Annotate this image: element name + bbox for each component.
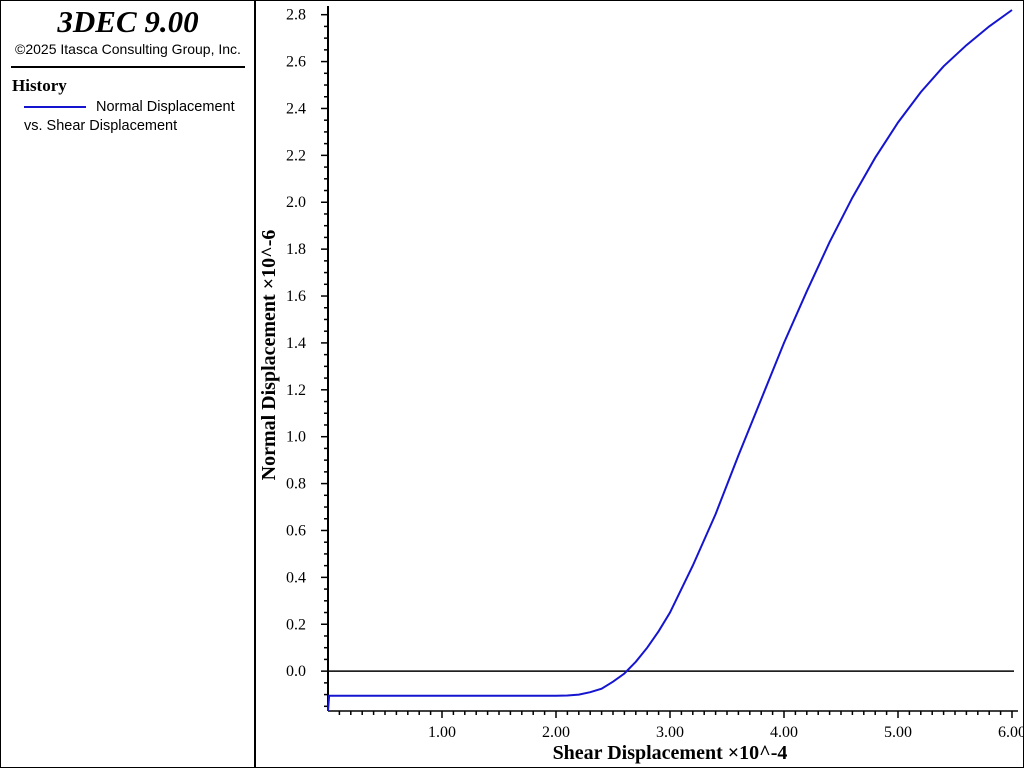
series-line	[327, 9, 1013, 712]
y-tick-label: 2.2	[286, 147, 306, 164]
y-tick-label: 1.4	[286, 335, 306, 352]
y-tick-label: 0.2	[286, 616, 306, 633]
legend-entry-label-line1: Normal Displacement	[96, 99, 235, 115]
legend-entry-label-line2: vs. Shear Displacement	[24, 118, 178, 134]
x-tick-label: 1.00	[428, 724, 456, 741]
y-tick-label: 2.8	[286, 7, 306, 24]
axes-layer	[327, 6, 1018, 712]
x-tick-label: 4.00	[770, 724, 798, 741]
x-tick-label: 5.00	[884, 724, 912, 741]
y-tick-label: 1.8	[286, 241, 306, 258]
legend-divider	[11, 66, 245, 68]
y-tick-label: 2.6	[286, 54, 306, 71]
x-tick-label: 3.00	[656, 724, 684, 741]
y-tick-label: 1.2	[286, 382, 306, 399]
y-axis-title: Normal Displacement ×10^-6	[258, 230, 280, 481]
y-tick-label: 2.4	[286, 100, 306, 117]
legend-line-swatch	[24, 106, 86, 108]
y-tick-label: 0.0	[286, 663, 306, 680]
legend-heading: History	[12, 76, 67, 95]
copyright-text: ©2025 Itasca Consulting Group, Inc.	[15, 41, 241, 57]
y-tick-label: 0.8	[286, 476, 306, 493]
app-title: 3DEC 9.00	[57, 4, 199, 39]
y-tick-label: 2.0	[286, 194, 306, 211]
legend-panel: 3DEC 9.00 ©2025 Itasca Consulting Group,…	[0, 0, 256, 768]
y-tick-label: 0.4	[286, 569, 306, 586]
y-tick-label: 1.0	[286, 429, 306, 446]
x-tick-label: 2.00	[542, 724, 570, 741]
y-tick-label: 0.6	[286, 522, 306, 539]
ticks-layer	[321, 13, 1013, 718]
y-tick-label: 1.6	[286, 288, 306, 305]
x-axis-title: Shear Displacement ×10^-4	[553, 742, 788, 764]
series-layer	[327, 9, 1013, 712]
tick-labels-layer: 0.0 0.2 0.4 0.6 0.8 1.0 1.2 1.4 1.6 1.8 2.0 2.2 2.4 2…	[286, 7, 1024, 741]
x-tick-label: 6.00	[998, 724, 1024, 741]
